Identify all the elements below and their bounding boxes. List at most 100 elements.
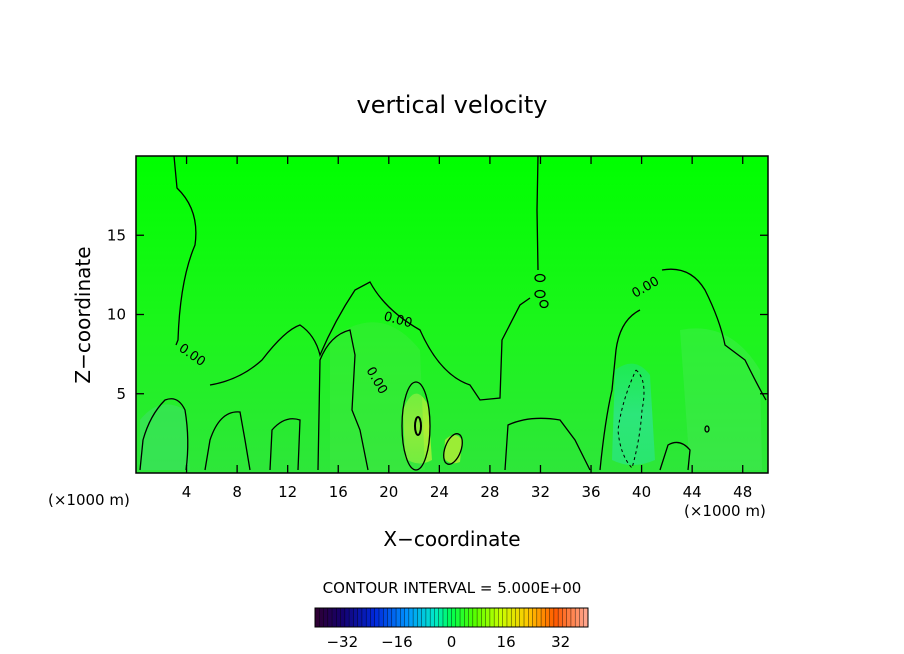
contour-lower-left-a: [139, 398, 189, 471]
colorbar-segment: [528, 608, 533, 627]
colorbar-segment: [468, 608, 474, 627]
colorbar-segment: [566, 608, 572, 627]
x-tick-label: 36: [581, 483, 600, 501]
colorbar-frame: [314, 607, 589, 628]
colorbar-segment: [532, 608, 538, 627]
colorbar-segment: [413, 608, 418, 627]
colorbar-segment: [332, 608, 337, 627]
contour-negative-right: [617, 369, 645, 469]
y-axis-title: Z−coordinate: [71, 246, 95, 383]
x-tick-label: 40: [632, 483, 651, 501]
contour-lower-right-a: [504, 417, 591, 471]
colorbar-segment: [438, 608, 444, 627]
colorbar-segment: [464, 608, 469, 627]
colorbar-segment: [524, 608, 529, 627]
contour-lower-right-c: [659, 441, 691, 471]
colorbar-segment: [336, 608, 341, 627]
contour-small-b: [534, 273, 546, 283]
colorbar-segment: [327, 608, 333, 627]
contour-zero-right-dome: [661, 268, 767, 401]
colorbar-segment: [361, 608, 367, 627]
colorbar-tick-label: 16: [497, 633, 516, 651]
colorbar-segment: [460, 608, 465, 627]
y-tick-label: 5: [116, 385, 126, 403]
colorbar-tick-label: −16: [381, 633, 413, 651]
colorbar-segment: [344, 608, 350, 627]
contour-zero-lower-band: [209, 281, 531, 401]
colorbar-segment: [519, 608, 525, 627]
contour-lines-negative: [617, 369, 645, 469]
contour-lines: [139, 155, 767, 471]
colorbar-segment: [506, 608, 512, 627]
contour-interval-label: CONTOUR INTERVAL = 5.000E+00: [323, 579, 582, 597]
colorbar-segment: [558, 608, 563, 627]
contour-zero-left: [173, 155, 197, 346]
colorbar-segment: [583, 608, 589, 627]
contour-small-a: [704, 425, 710, 433]
contour-plume-inner: [414, 416, 422, 436]
colorbar-segment: [536, 608, 542, 627]
shade-plume-center-b: [444, 435, 462, 464]
colorbar-tick-label: 32: [551, 633, 570, 651]
contour-label: 0.00: [382, 309, 414, 331]
colorbar-segment: [353, 608, 358, 627]
colorbar-segment: [323, 608, 329, 627]
x-tick-label: 44: [683, 483, 702, 501]
contour-plume-b: [443, 433, 463, 465]
contour-lower-right-b: [599, 309, 641, 471]
colorbar-segment: [430, 608, 435, 627]
x-tick-label: 48: [733, 483, 752, 501]
colorbar-tick-label: −32: [326, 633, 358, 651]
colorbar-segment: [481, 608, 486, 627]
colorbar-segment: [570, 608, 576, 627]
chart-title: vertical velocity: [357, 91, 548, 119]
contour-small-c: [534, 289, 546, 299]
colorbar-segment: [378, 608, 384, 627]
colorbar-segment: [374, 608, 380, 627]
colorbar-segment: [498, 608, 503, 627]
colorbar-tick-label: 0: [447, 633, 457, 651]
colorbar: −32 −16 0 16 32: [314, 607, 589, 651]
x-tick-label: 24: [430, 483, 449, 501]
x-tick-label: 20: [379, 483, 398, 501]
x-tick-label: 32: [531, 483, 550, 501]
colorbar-segment: [549, 608, 555, 627]
shade-region-right: [680, 328, 762, 470]
colorbar-segment: [502, 608, 508, 627]
colorbar-segment: [545, 608, 550, 627]
x-tick-label: 12: [278, 483, 297, 501]
x-tick-label: 8: [232, 483, 242, 501]
colorbar-segment: [442, 608, 448, 627]
x-tick-label: 16: [329, 483, 348, 501]
shade-plume-center: [403, 393, 432, 464]
contour-lower-mid-a: [269, 418, 301, 471]
contour-lower-left-b: [204, 411, 251, 471]
contour-small-d: [539, 299, 549, 309]
colorbar-segment: [579, 608, 585, 627]
colorbar-segment: [366, 608, 371, 627]
colorbar-segment: [421, 608, 427, 627]
colorbar-segment: [477, 608, 482, 627]
colorbar-segment: [370, 608, 376, 627]
shade-plume-left: [140, 404, 190, 470]
contour-zero-right-vertical: [536, 155, 539, 271]
x-unit-label-right: (×1000 m): [684, 502, 766, 520]
colorbar-segment: [315, 608, 320, 627]
colorbar-segment: [553, 608, 559, 627]
colorbar-segment: [391, 608, 397, 627]
colorbar-segment: [515, 608, 521, 627]
shade-plume-right: [612, 363, 655, 465]
colorbar-segment: [425, 608, 431, 627]
colorbar-segment: [357, 608, 363, 627]
colorbar-segment: [451, 608, 457, 627]
colorbar-segment: [575, 608, 580, 627]
plot-area: 0.00 0.00 0.00 0.00: [135, 155, 769, 474]
contour-plume-outer: [401, 381, 431, 471]
contour-lower-mid-b: [317, 329, 369, 471]
x-tick-label: 4: [182, 483, 192, 501]
y-tick-label: 15: [107, 226, 126, 244]
colorbar-segment: [340, 608, 346, 627]
colorbar-segment: [387, 608, 393, 627]
